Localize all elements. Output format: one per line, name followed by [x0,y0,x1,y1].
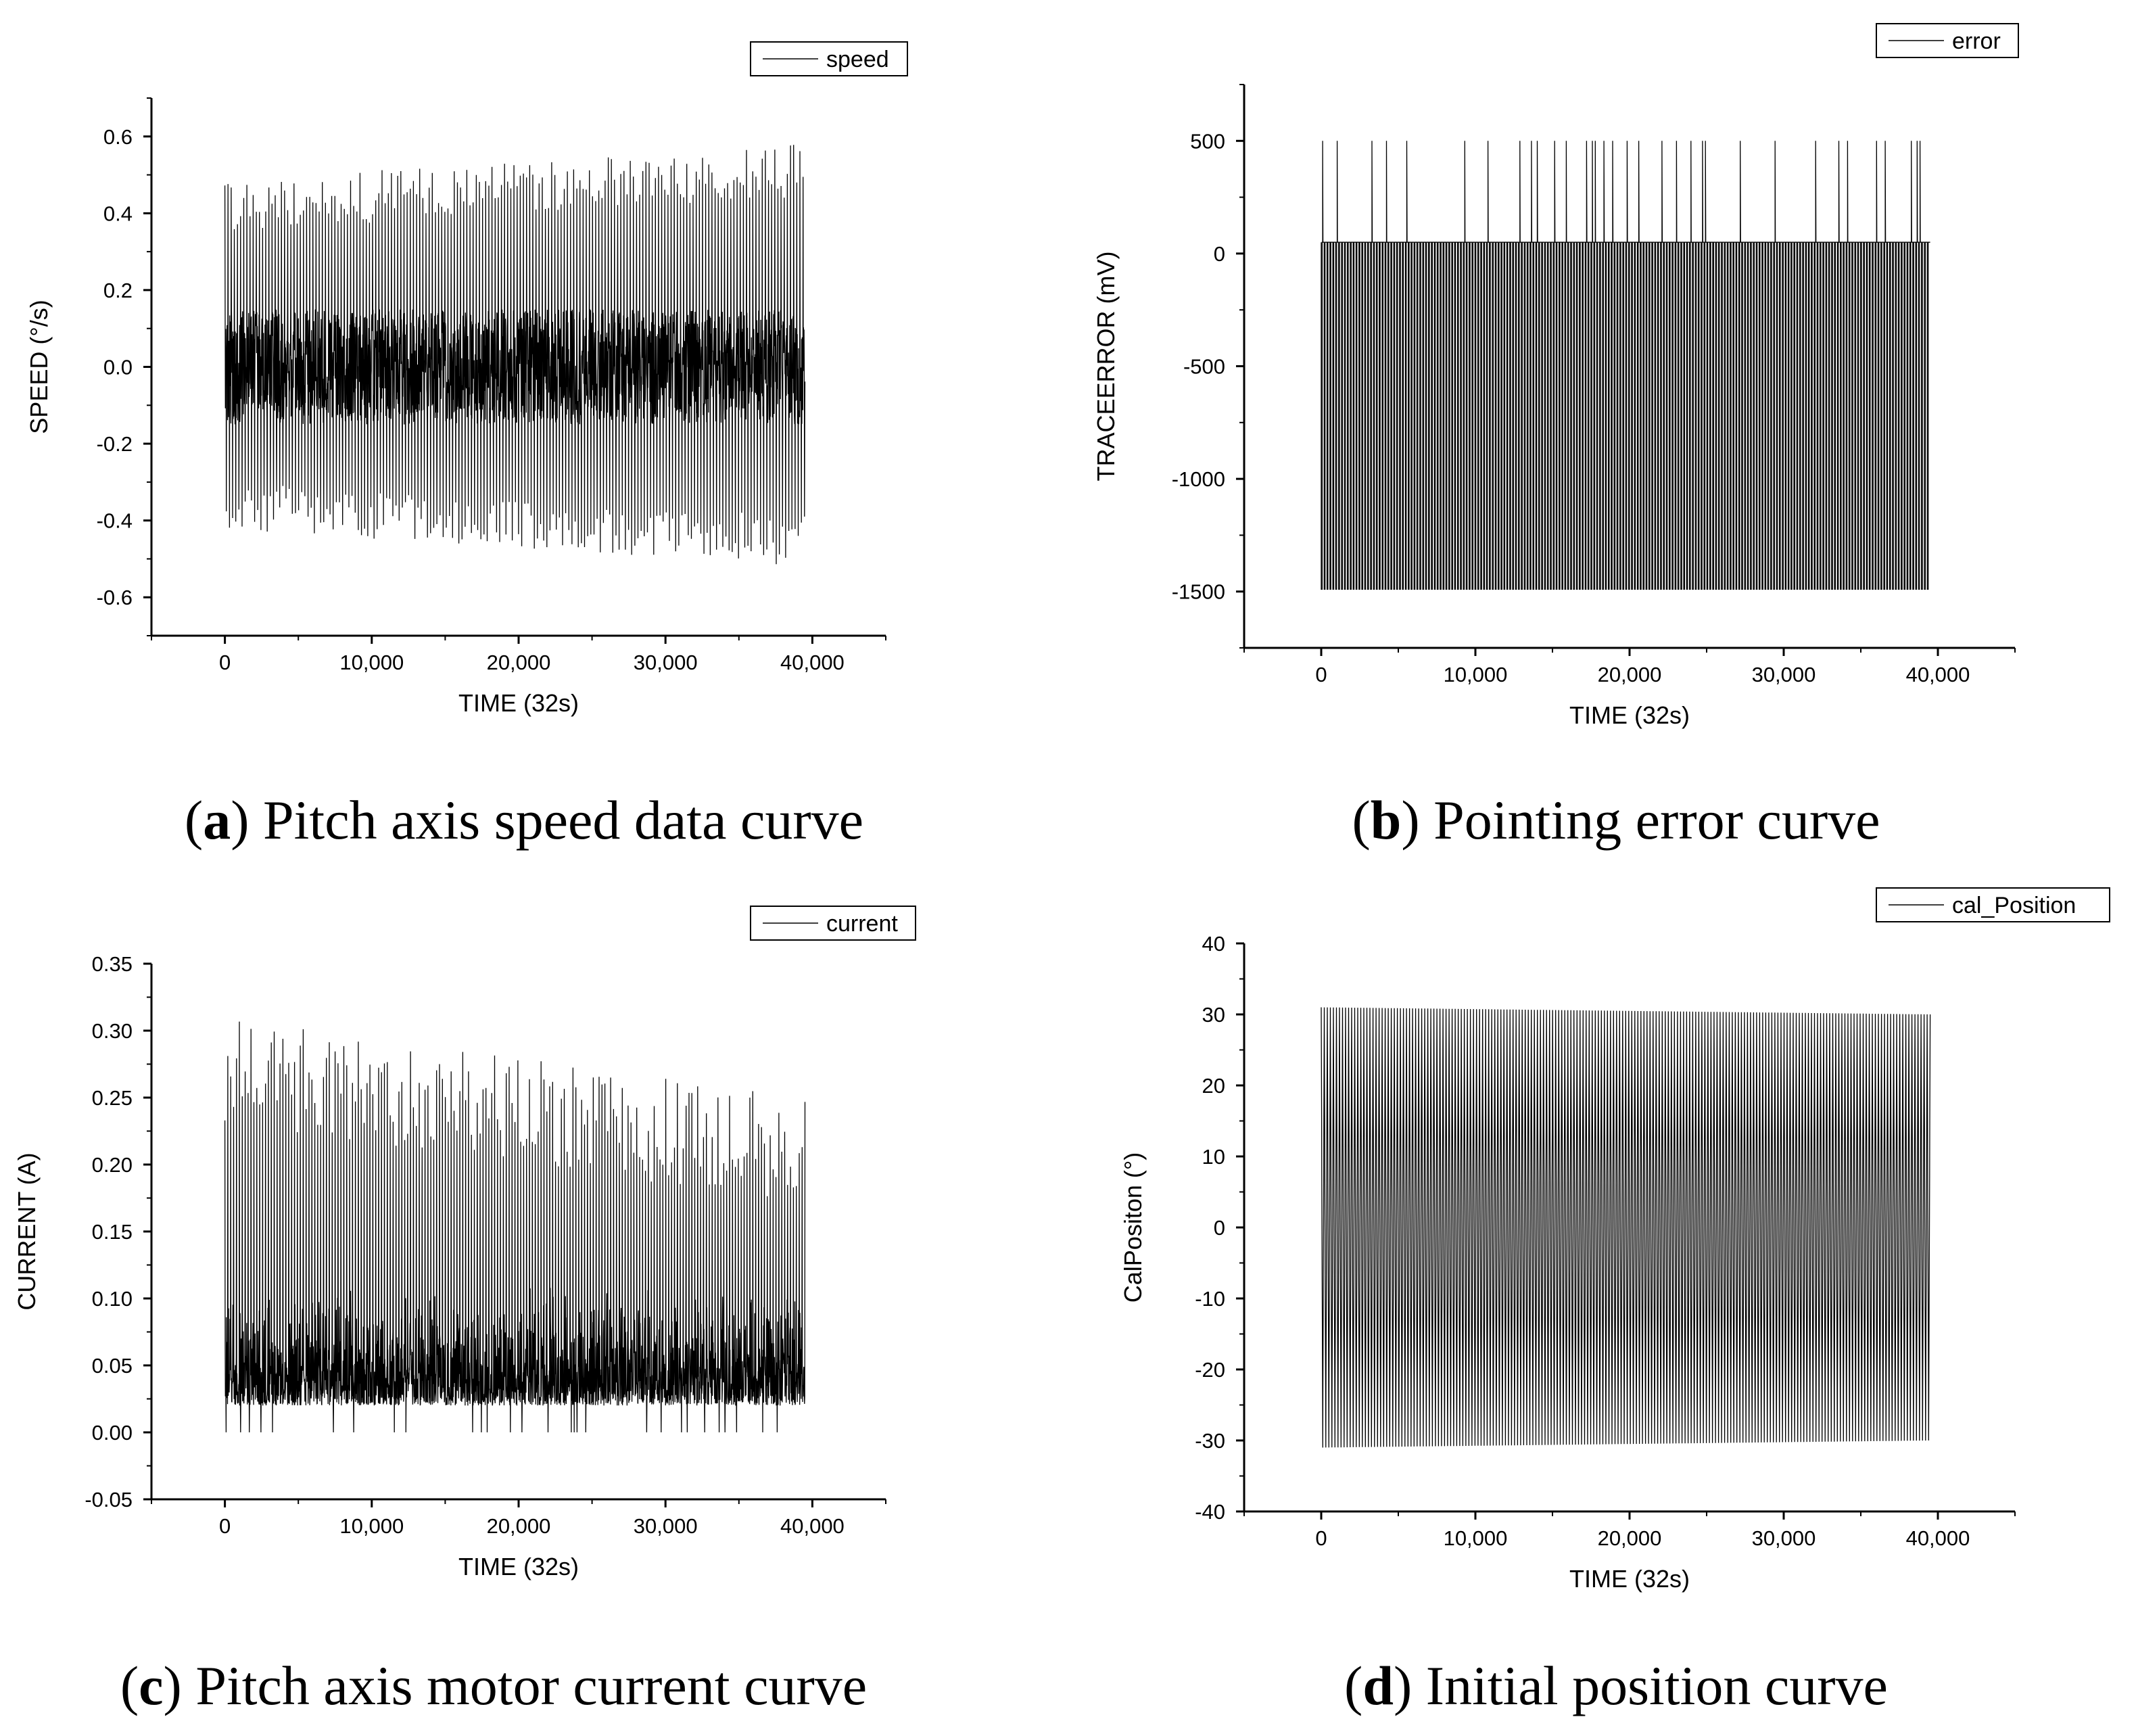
x-tick-label: 30,000 [634,1514,698,1538]
x-tick-label: 10,000 [339,651,404,674]
y-tick-label: 0.30 [92,1019,133,1043]
x-tick-label: 20,000 [487,651,551,674]
y-axis-title: SPEED (°/s) [25,300,53,433]
caption-open-paren: ( [1344,1655,1362,1716]
caption: (c) Pitch axis motor current curve [120,1655,867,1716]
legend: speed [750,41,908,76]
legend-label: speed [826,47,889,72]
series-speed [224,145,806,565]
y-tick-label: 0.15 [92,1220,133,1244]
y-tick-label: -1500 [1172,580,1225,604]
caption-text: Pitch axis motor current curve [182,1655,867,1716]
x-tick-label: 30,000 [1752,1526,1816,1550]
y-tick-label: -500 [1183,355,1225,379]
x-tick-label: 30,000 [634,651,698,674]
chart-panel-a: 0 10,000 20,000 30,000 40,000 -0.6 -0.4 -0.2 0.0… [25,41,908,851]
caption-close-paren: ) [1394,1655,1412,1716]
caption-letter: a [203,789,231,851]
caption-text: Pitch axis speed data curve [250,789,864,851]
caption-close-paren: ) [1401,789,1419,851]
caption-open-paren: ( [185,789,203,851]
x-tick-label: 20,000 [1598,663,1662,686]
x-axis-title: TIME (32s) [1569,1565,1690,1593]
caption: (b) Pointing error curve [1352,789,1880,851]
caption-text: Pointing error curve [1420,789,1880,851]
legend-label: error [1952,28,2001,54]
caption: (d) Initial position curve [1344,1655,1888,1716]
y-tick-label: -30 [1195,1429,1225,1453]
caption-text: Initial position curve [1412,1655,1888,1716]
y-tick-label: 0.00 [92,1421,133,1445]
y-tick-label: -40 [1195,1500,1225,1524]
y-axis-title: TRACEERROR (mV) [1092,252,1120,482]
x-tick-label: 10,000 [1444,663,1508,686]
legend: error [1876,23,2019,58]
x-tick-label: 20,000 [1598,1526,1662,1550]
y-tick-label: -0.2 [97,432,133,456]
legend-label: current [826,911,898,937]
y-tick-label: -0.05 [85,1488,133,1511]
caption-letter: c [139,1655,163,1716]
x-axis-title: TIME (32s) [458,1553,579,1580]
caption-open-paren: ( [1352,789,1370,851]
y-tick-label: 0.25 [92,1086,133,1110]
x-tick-label: 40,000 [780,651,845,674]
y-tick-label: 500 [1190,129,1225,153]
x-tick-label: 40,000 [1906,1526,1970,1550]
x-axis-title: TIME (32s) [458,689,579,717]
y-tick-label: 10 [1202,1145,1225,1169]
x-tick-label: 0 [1315,663,1327,686]
y-tick-label: 0 [1214,1216,1225,1240]
legend: cal_Position [1876,887,2110,922]
y-tick-label: -1000 [1172,467,1225,491]
y-tick-label: 0.0 [103,356,133,379]
y-tick-label: 0.05 [92,1354,133,1378]
series-cal_Position [1321,1007,1931,1448]
caption-close-paren: ) [164,1655,182,1716]
y-tick-label: 0.35 [92,952,133,976]
chart-panel-c: 0 10,000 20,000 30,000 40,000 -0.05 0.00 0.05 0.… [13,906,916,1716]
x-tick-label: 0 [1315,1526,1327,1550]
y-axis-title: CalPositon (°) [1119,1152,1147,1303]
chart-panel-b: 0 10,000 20,000 30,000 40,000 -1500 -1000 -500 0… [1092,23,2019,851]
caption: (a) Pitch axis speed data curve [185,789,863,851]
legend: current [750,906,916,941]
y-axis-title: CURRENT (A) [13,1152,41,1310]
x-tick-label: 10,000 [1444,1526,1508,1550]
y-tick-label: -0.4 [97,509,133,533]
y-tick-label: 0.6 [103,125,133,149]
legend-label: cal_Position [1952,893,2076,918]
y-tick-label: 30 [1202,1003,1225,1027]
y-tick-label: 0.4 [103,202,133,225]
x-tick-label: 20,000 [487,1514,551,1538]
y-tick-label: 40 [1202,932,1225,956]
y-tick-label: -0.6 [97,586,133,609]
x-tick-label: 10,000 [339,1514,404,1538]
y-tick-label: 0.10 [92,1287,133,1311]
series-error [1321,141,1930,590]
caption-letter: b [1371,789,1402,851]
x-tick-label: 0 [219,651,231,674]
y-tick-label: 0.20 [92,1153,133,1177]
y-tick-label: 20 [1202,1074,1225,1098]
caption-letter: d [1362,1655,1394,1716]
x-tick-label: 0 [219,1514,231,1538]
x-axis-title: TIME (32s) [1569,701,1690,729]
y-tick-label: 0 [1214,242,1225,266]
y-tick-label: 0.2 [103,279,133,302]
caption-open-paren: ( [120,1655,139,1716]
x-tick-label: 30,000 [1752,663,1816,686]
y-tick-label: -10 [1195,1287,1225,1311]
caption-close-paren: ) [231,789,249,851]
series-current [224,1021,806,1433]
x-tick-label: 40,000 [1906,663,1970,686]
y-tick-label: -20 [1195,1358,1225,1382]
chart-panel-d: 0 10,000 20,000 30,000 40,000 -40 -30 -20 -10 0 10… [1119,887,2110,1716]
x-tick-label: 40,000 [780,1514,845,1538]
